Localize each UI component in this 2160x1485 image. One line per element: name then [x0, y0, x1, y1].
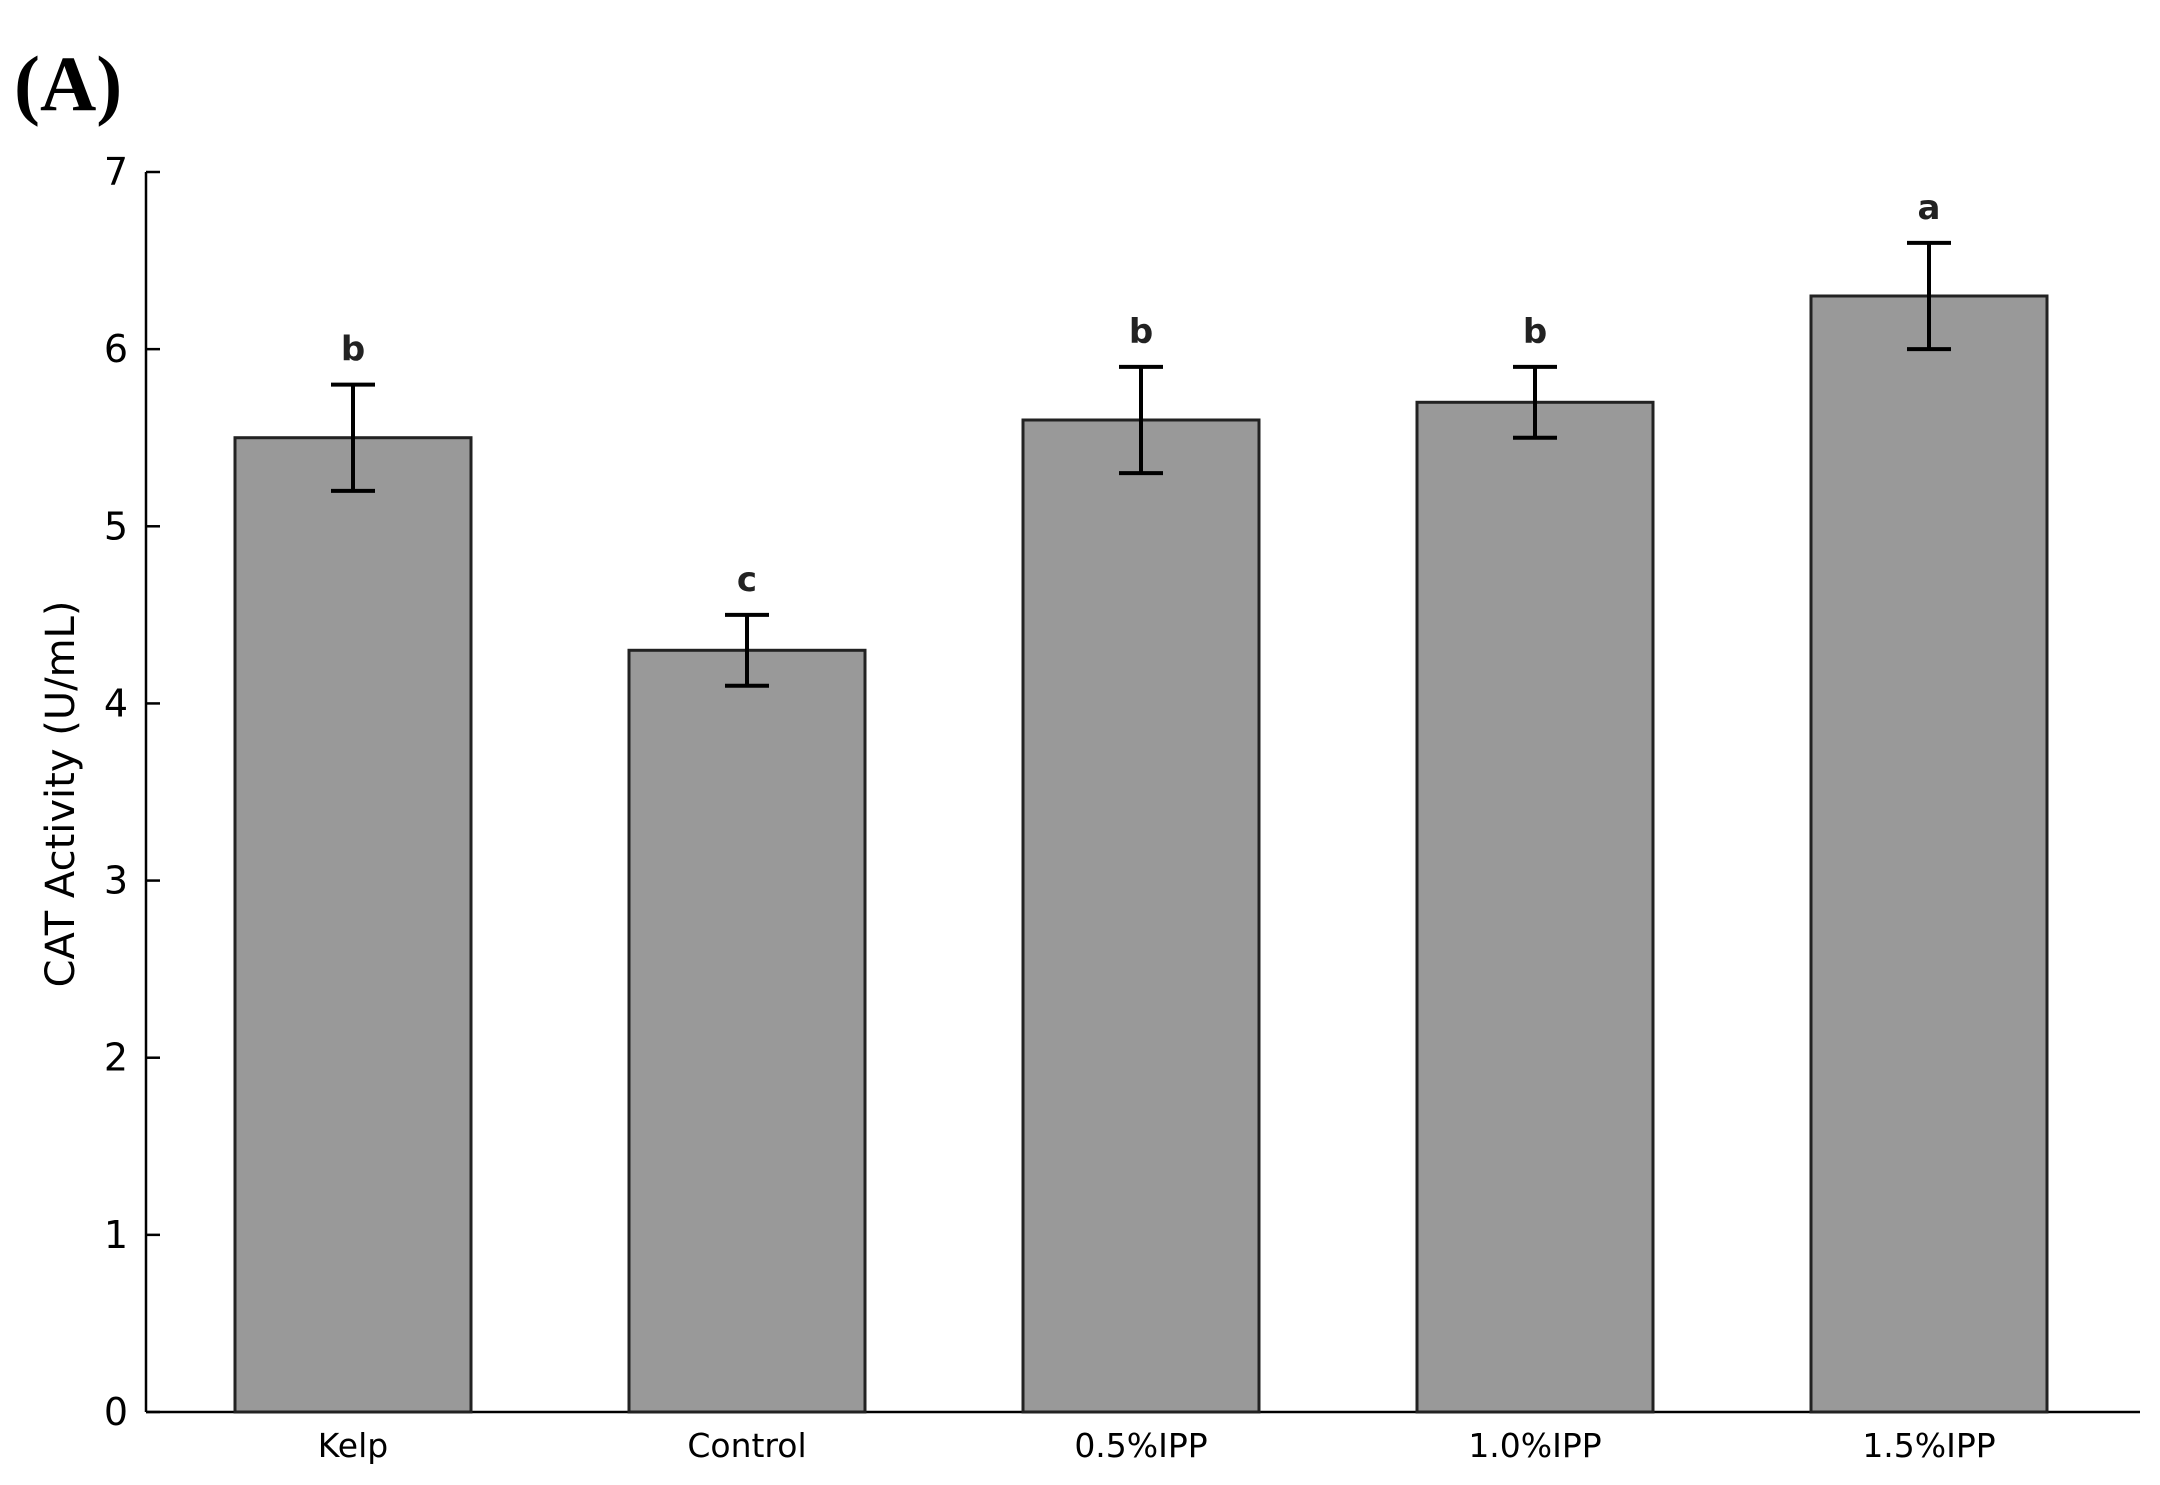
- x-tick-label: Control: [687, 1426, 806, 1465]
- significance-label: b: [1129, 312, 1153, 352]
- significance-label: b: [1523, 312, 1547, 352]
- y-tick-label: 7: [104, 150, 128, 194]
- bar: [233, 436, 473, 1414]
- x-tick-label: 1.0%IPP: [1468, 1426, 1601, 1465]
- significance-label: c: [737, 560, 757, 600]
- plot-area: 0 1 2 3 4 5 6 7 b Kelp c Control b 0.5%IPP b 1.0%IPP a 1.…: [104, 150, 2140, 1465]
- y-tick-label: 0: [104, 1390, 128, 1434]
- y-axis-title: CAT Activity (U/mL): [38, 601, 84, 988]
- significance-label: a: [1918, 188, 1941, 228]
- y-tick-label: 3: [104, 859, 128, 903]
- y-tick-label: 1: [104, 1213, 128, 1257]
- y-tick-label: 6: [104, 327, 128, 371]
- y-tick-label: 4: [104, 681, 128, 725]
- bar: [627, 648, 867, 1414]
- panel-label: (A): [14, 40, 122, 127]
- bar: [1415, 400, 1655, 1414]
- significance-label: b: [341, 330, 365, 370]
- x-tick-label: 0.5%IPP: [1074, 1426, 1207, 1465]
- bar: [1809, 294, 2049, 1414]
- y-tick-label: 5: [104, 504, 128, 548]
- x-tick-label: 1.5%IPP: [1862, 1426, 1995, 1465]
- y-tick-label: 2: [104, 1036, 128, 1080]
- bar: [1021, 418, 1261, 1414]
- x-tick-label: Kelp: [318, 1426, 388, 1465]
